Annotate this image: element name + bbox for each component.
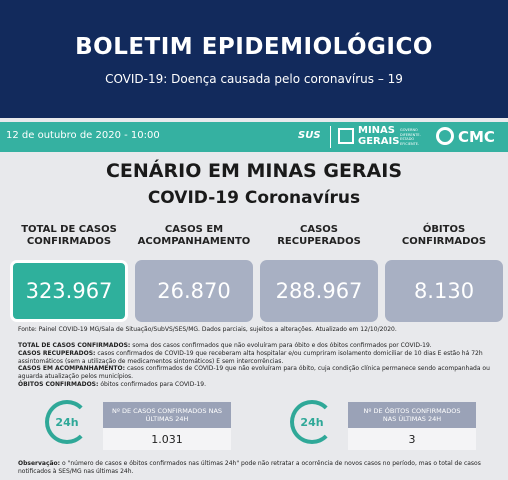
definition-term: ÓBITOS CONFIRMADOS:: [18, 380, 99, 388]
card-label: ÓBITOS CONFIRMADOS: [401, 224, 487, 247]
scenario-subtitle: COVID-19 Coronavírus: [147, 188, 361, 208]
sus-logo: SUS: [298, 130, 321, 141]
scenario-title: CENÁRIO EM MINAS GERAIS: [105, 160, 403, 182]
definition: TOTAL DE CASOS CONFIRMADOS: soma dos cas…: [18, 342, 496, 350]
card-value: 288.967: [260, 260, 378, 322]
card: ÓBITOS CONFIRMADOS 8.130: [385, 220, 503, 322]
title: BOLETIM EPIDEMIOLÓGICO: [75, 34, 433, 60]
definition: CASOS EM ACOMPANHAMENTO: casos confirmad…: [18, 365, 496, 381]
divider: [330, 126, 331, 148]
source: Fonte: Painel COVID-19 MG/Sala de Situaç…: [18, 326, 397, 333]
definition-term: CASOS EM ACOMPANHAMENTO:: [18, 365, 126, 373]
last24-value: 3: [348, 428, 476, 450]
card-label: CASOS RECUPERADOS: [277, 224, 361, 247]
mg-icon: [338, 128, 354, 144]
subtitle: COVID-19: Doença causada pelo coronavíru…: [105, 72, 403, 86]
note: Observação: o "número de casos e óbitos …: [18, 460, 496, 476]
note-text: o "número de casos e óbitos confirmados …: [18, 460, 481, 475]
last24-label: Nº DE CASOS CONFIRMADOS NAS ÚLTIMAS 24H: [103, 402, 231, 428]
gov-slogan: GOVERNO DIFERENTE. ESTADO EFICIENTE.: [400, 128, 421, 146]
card-value: 323.967: [10, 260, 128, 322]
definition: CASOS RECUPERADOS: casos confirmados de …: [18, 350, 496, 366]
cmc-logo: CMC: [458, 128, 495, 146]
card-value: 8.130: [385, 260, 503, 322]
note-term: Observação:: [18, 460, 61, 467]
card-label: CASOS EM ACOMPANHAMENTO: [137, 224, 251, 247]
card: CASOS RECUPERADOS 288.967: [260, 220, 378, 322]
date: 12 de outubro de 2020 - 10:00: [6, 130, 160, 141]
card-value: 26.870: [135, 260, 253, 322]
card: TOTAL DE CASOS CONFIRMADOS 323.967: [10, 220, 128, 322]
card: CASOS EM ACOMPANHAMENTO 26.870: [135, 220, 253, 322]
mg-logo: MINAS GERAIS: [358, 125, 399, 147]
definitions: TOTAL DE CASOS CONFIRMADOS: soma dos cas…: [18, 342, 496, 389]
card-label: TOTAL DE CASOS CONFIRMADOS: [21, 224, 117, 247]
definition: ÓBITOS CONFIRMADOS: óbitos confirmados p…: [18, 381, 496, 389]
last24-value: 1.031: [103, 428, 231, 450]
definition-text: casos confirmados de COVID-19 que não ev…: [18, 365, 490, 381]
clock-icon: 24h: [45, 400, 89, 444]
date-bar: 12 de outubro de 2020 - 10:00 SUS MINAS G…: [0, 122, 508, 152]
clock-icon: 24h: [290, 400, 334, 444]
definition-text: casos confirmados de COVID-19 que recebe…: [18, 349, 483, 365]
mg-line2: GERAIS: [358, 136, 400, 147]
definition-text: soma dos casos confirmados que não evolu…: [132, 342, 432, 349]
definition-text: óbitos confirmados para COVID-19.: [100, 380, 207, 388]
cmc-icon: [436, 127, 454, 145]
definition-term: TOTAL DE CASOS CONFIRMADOS:: [18, 342, 131, 349]
definition-term: CASOS RECUPERADOS:: [18, 349, 96, 357]
header: BOLETIM EPIDEMIOLÓGICO COVID-19: Doença …: [0, 0, 508, 118]
last24-label: Nº DE ÓBITOS CONFIRMADOS NAS ÚLTIMAS 24H: [348, 402, 476, 428]
mg-line1: MINAS: [358, 125, 395, 136]
